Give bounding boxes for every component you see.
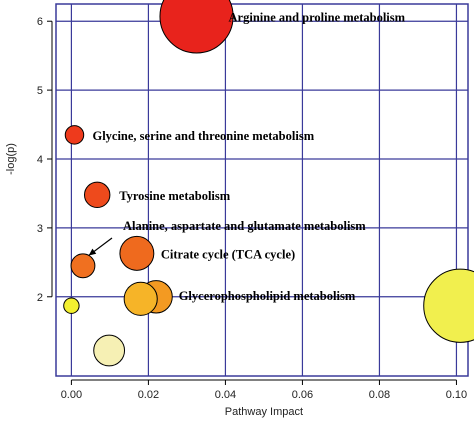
pathway-label: Citrate cycle (TCA cycle) <box>161 247 295 261</box>
x-tick-label: 0.00 <box>61 389 82 401</box>
pathway-bubble[interactable] <box>119 235 155 271</box>
bubble-labels: Arginine and proline metabolism Glycine, … <box>88 10 406 303</box>
pathway-label: Arginine and proline metabolism <box>229 10 406 24</box>
pathway-bubble[interactable] <box>83 181 111 209</box>
pathway-label: Glycerophospholipid metabolism <box>179 289 356 303</box>
y-tick-label: 4 <box>37 154 43 166</box>
x-axis-title: Pathway Impact <box>225 406 303 418</box>
y-axis-title: -log(p) <box>5 143 17 175</box>
pathway-bubble[interactable] <box>423 268 474 343</box>
plot-frame <box>55 3 469 377</box>
x-tick-label: 0.04 <box>215 389 236 401</box>
y-tick-label: 3 <box>37 223 43 235</box>
pathway-bubble[interactable] <box>123 281 158 316</box>
pathway-label: Tyrosine metabolism <box>119 189 231 203</box>
pathway-bubble[interactable] <box>64 125 85 145</box>
x-tick-label: 0.10 <box>446 389 467 401</box>
pathway-bubble[interactable] <box>159 0 234 54</box>
x-tick-label: 0.02 <box>138 389 159 401</box>
pathway-label: Glycine, serine and threonine metabolism <box>92 129 314 143</box>
x-tick-label: 0.06 <box>292 389 313 401</box>
grid-lines <box>56 4 468 376</box>
x-tick-label: 0.08 <box>369 389 390 401</box>
pathway-bubble[interactable] <box>63 297 80 314</box>
y-tick-label: 2 <box>37 292 43 304</box>
annotation-arrowhead <box>88 248 97 256</box>
axes: 0.00 0.02 0.04 0.06 0.08 0.10 2 3 4 5 6 <box>37 16 467 401</box>
bubble-series <box>63 0 474 367</box>
y-tick-label: 5 <box>37 85 43 97</box>
pathway-bubble[interactable] <box>93 334 126 367</box>
pathway-bubble[interactable] <box>70 253 96 279</box>
y-tick-label: 6 <box>37 16 43 28</box>
annotation-label: Alanine, aspartate and glutamate metabol… <box>123 219 366 233</box>
